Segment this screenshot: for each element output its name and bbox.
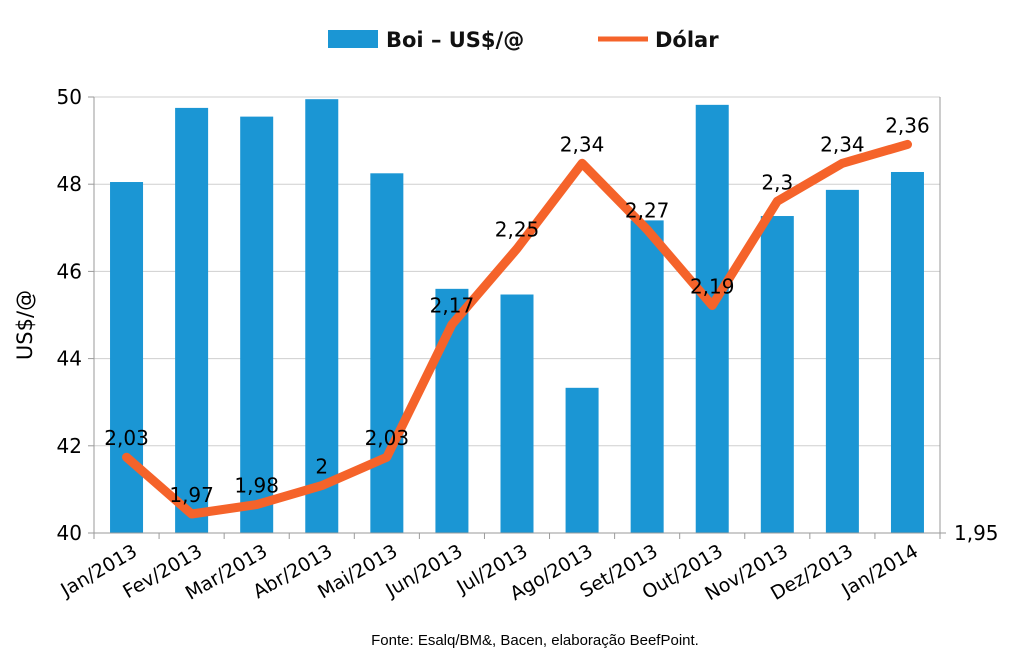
- bar-Jan-2014: [890, 171, 924, 533]
- line-series: [122, 139, 912, 519]
- bar-Ago-2013: [565, 387, 599, 533]
- bar-Set-2013: [630, 220, 664, 533]
- data-label-Mar-2013: 1,98: [234, 474, 279, 498]
- bar-Mai-2013: [370, 173, 404, 534]
- bar-Jul-2013: [500, 294, 534, 533]
- data-label-Mai-2013: 2,03: [365, 426, 410, 450]
- y2-axis-ticks: 1,95: [940, 521, 999, 545]
- data-label-Dez-2013: 2,34: [820, 132, 865, 156]
- bar-Jan-2013: [110, 182, 144, 533]
- bar-Dez-2013: [825, 189, 859, 534]
- bar-Abr-2013: [305, 99, 339, 534]
- legend-bar-swatch: [328, 30, 378, 48]
- y-tick-label-46: 46: [57, 259, 82, 283]
- data-label-Jan-2014: 2,36: [885, 113, 930, 137]
- source-note: Fonte: Esalq/BM&, Bacen, elaboração Beef…: [371, 632, 699, 649]
- legend-bar-label: Boi – US$/@: [386, 28, 524, 52]
- data-label-Nov-2013: 2,3: [761, 170, 793, 194]
- y-tick-label-50: 50: [57, 85, 82, 109]
- bar-Mar-2013: [240, 116, 274, 534]
- x-axis-ticks: Jan/2013Fev/2013Mar/2013Abr/2013Mai/2013…: [56, 533, 941, 605]
- legend-line-label: Dólar: [655, 28, 719, 52]
- y-tick-label-48: 48: [57, 172, 82, 196]
- y-tick-label-42: 42: [57, 434, 82, 458]
- axes: [93, 97, 941, 534]
- data-label-Ago-2013: 2,34: [560, 132, 605, 156]
- y2-tick-label-0: 1,95: [954, 521, 999, 545]
- dolar-line: [122, 139, 912, 519]
- data-label-Out-2013: 2,19: [690, 275, 735, 299]
- data-label-Jul-2013: 2,25: [495, 218, 540, 242]
- y-axis-ticks: 40 42 44 46 48 50: [57, 85, 94, 545]
- data-label-Fev-2013: 1,97: [169, 483, 214, 507]
- y-tick-label-40: 40: [57, 521, 82, 545]
- legend: Boi – US$/@ Dólar: [328, 28, 719, 52]
- data-label-Set-2013: 2,27: [625, 199, 670, 223]
- bar-Fev-2013: [175, 107, 209, 534]
- data-label-Abr-2013: 2: [315, 455, 328, 479]
- data-label-Jan-2013: 2,03: [104, 426, 149, 450]
- bar-series: [110, 99, 924, 534]
- data-label-Jun-2013: 2,17: [430, 293, 475, 317]
- bar-Nov-2013: [760, 216, 794, 533]
- line-data-labels: 2,03 1,97 1,98 2 2,03 2,17 2,25 2,34 2,27 2,19 2,3…: [104, 113, 929, 507]
- bar-Out-2013: [695, 104, 729, 534]
- y-axis-title: US$/@: [13, 290, 37, 360]
- y-tick-label-44: 44: [57, 347, 82, 371]
